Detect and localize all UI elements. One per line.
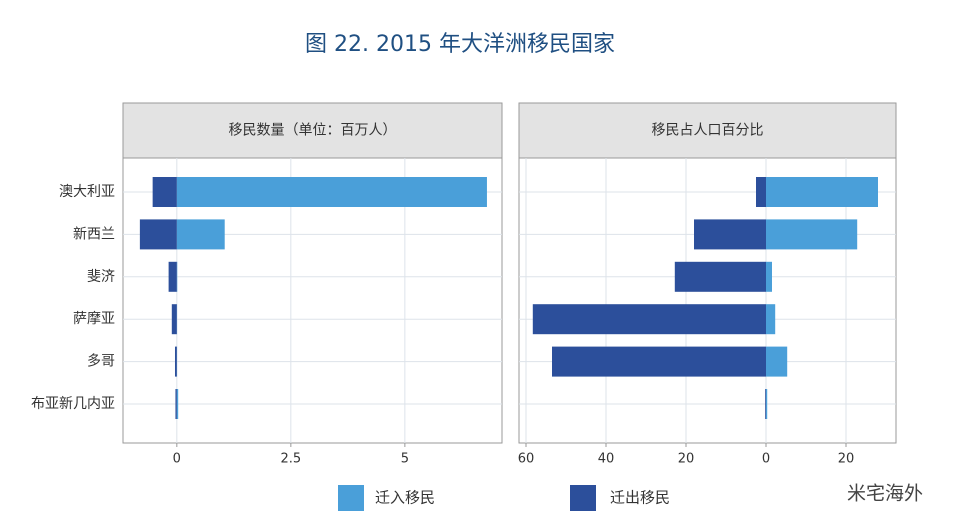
x-tick-label: 2.5 xyxy=(280,452,301,467)
bar xyxy=(176,389,179,419)
x-tick-label: 20 xyxy=(678,452,695,467)
bar xyxy=(152,177,177,207)
x-tick-label: 0 xyxy=(173,452,181,467)
x-tick-label: 60 xyxy=(518,452,535,467)
chart-title: 图 22. 2015 年大洋洲移民国家 xyxy=(305,32,615,57)
legend-label: 迁入移民 xyxy=(375,489,435,507)
bar xyxy=(168,261,177,292)
x-tick-label: 40 xyxy=(598,452,615,467)
y-tick-label: 斐济 xyxy=(87,269,115,285)
x-tick-label: 20 xyxy=(838,452,855,467)
bar xyxy=(674,261,766,292)
y-tick-label: 布亚新几内亚 xyxy=(31,396,115,412)
bar xyxy=(766,219,858,250)
panel-title: 移民占人口百分比 xyxy=(652,123,764,139)
y-tick-label: 萨摩亚 xyxy=(73,310,115,327)
bar xyxy=(139,219,177,250)
bar xyxy=(171,304,177,335)
bar xyxy=(766,346,788,377)
panel-header xyxy=(518,102,897,159)
bar xyxy=(176,219,225,250)
bar xyxy=(176,177,487,207)
x-tick-label: 5 xyxy=(401,452,409,467)
legend-swatch xyxy=(338,485,364,511)
bar xyxy=(532,304,766,335)
bar xyxy=(766,261,772,292)
legend-swatch xyxy=(570,485,596,511)
bar xyxy=(175,389,177,419)
x-tick-label: 0 xyxy=(762,452,770,467)
bar xyxy=(766,177,878,207)
bar xyxy=(174,346,177,377)
panel-header xyxy=(122,102,503,159)
panel-title: 移民数量（单位：百万人） xyxy=(229,123,397,139)
y-tick-label: 多哥 xyxy=(87,353,115,370)
bar xyxy=(756,177,766,207)
bar xyxy=(766,304,776,335)
bar xyxy=(552,346,766,377)
watermark: 米宅海外 xyxy=(847,483,923,505)
y-tick-label: 澳大利亚 xyxy=(59,184,115,200)
bar xyxy=(694,219,766,250)
bar xyxy=(765,389,766,419)
bar xyxy=(766,389,768,419)
legend-label: 迁出移民 xyxy=(610,489,670,507)
y-tick-label: 新西兰 xyxy=(73,226,115,242)
